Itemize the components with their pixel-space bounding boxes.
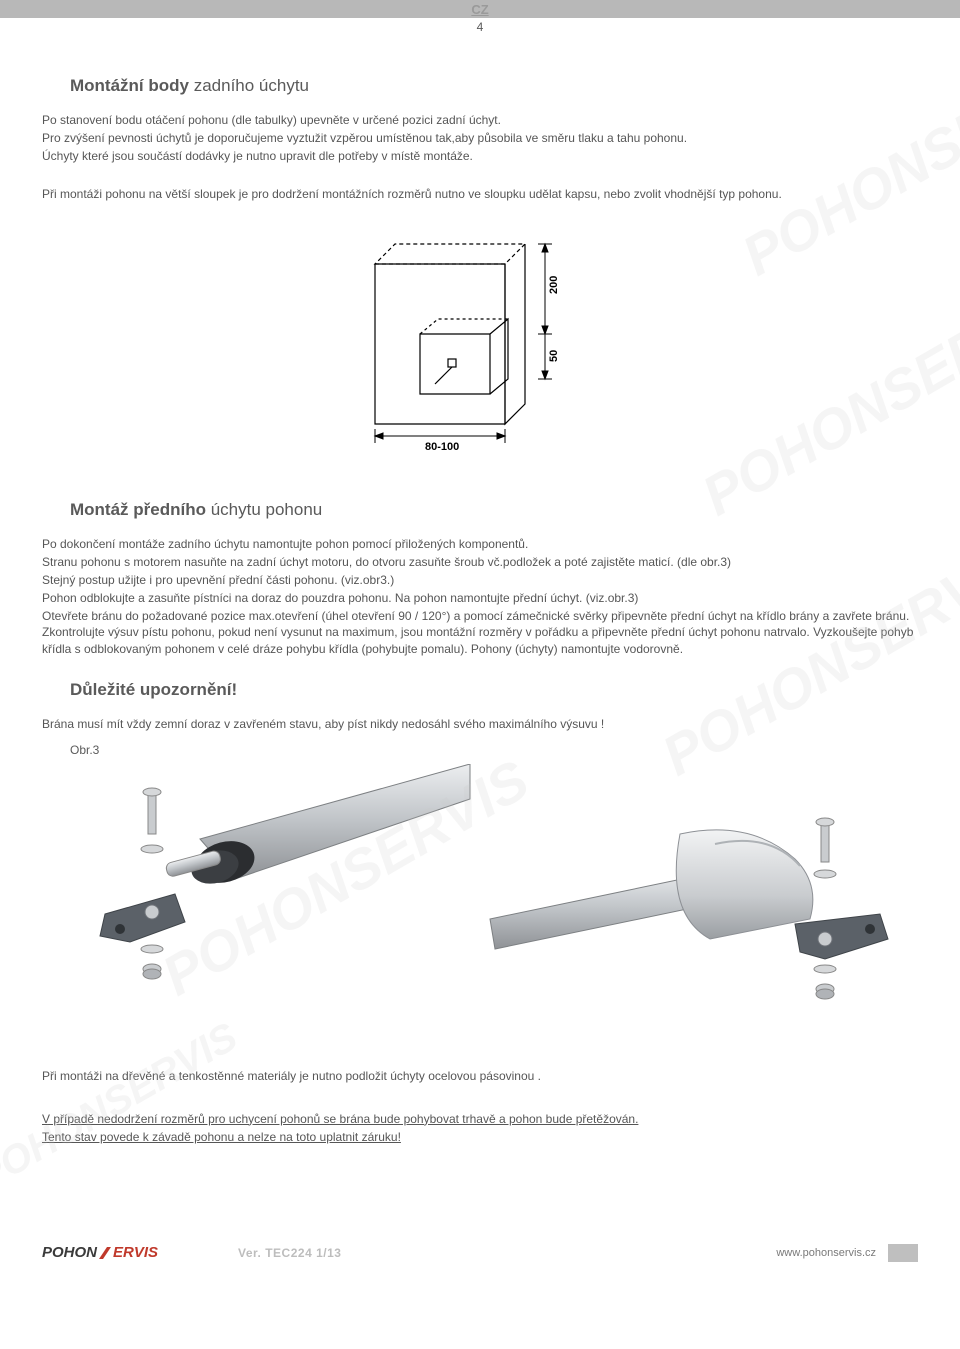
section3-title: Důležité upozornění! [70,679,918,702]
section2-title-bold: Montáž předního [70,500,206,519]
pillar-diagram: 80-100 200 50 [42,224,918,468]
section1-title-rest: zadního úchytu [189,76,309,95]
section2-p1: Po dokončení montáže zadního úchytu namo… [42,536,918,552]
warning-line2: Tento stav povede k závadě pohonu a nelz… [42,1129,918,1145]
section1-p4: Při montáži pohonu na větší sloupek je p… [42,186,918,202]
section2-p3: Stejný postup užijte i pro upevnění před… [42,572,918,588]
section1-block2: Při montáži pohonu na větší sloupek je p… [42,186,918,202]
logo-slash-icon [97,1245,113,1261]
section1-p3: Úchyty které jsou součástí dodávky je nu… [42,148,918,164]
section2-p5: Otevřete bránu do požadované pozice max.… [42,608,918,657]
actuator-figure [42,764,918,1028]
section3-p1: Brána musí mít vždy zemní doraz v zavřen… [42,716,918,732]
section2-block: Po dokončení montáže zadního úchytu namo… [42,536,918,657]
section1-title-bold: Montážní body [70,76,189,95]
header-page-number: 4 [0,19,960,35]
section2-p4: Pohon odblokujte a zasuňte pístníci na d… [42,590,918,606]
footer-version: Ver. TEC224 1/13 [238,1245,341,1261]
footer-square-icon [888,1244,918,1262]
section3-p2: Při montáži na dřevěné a tenkostěnné mat… [42,1068,918,1084]
pillar-diagram-svg: 80-100 200 50 [330,224,630,464]
footer-url: www.pohonservis.cz [776,1246,876,1261]
section1-p1: Po stanovení bodu otáčení pohonu (dle ta… [42,112,918,128]
figure-label: Obr.3 [70,742,918,758]
section2-title-rest: úchytu pohonu [206,500,322,519]
footer-logo-b: ERVIS [113,1243,158,1263]
footer-logo: POHON ERVIS [42,1243,158,1263]
section1-title: Montážní body zadního úchytu [70,75,918,98]
section2-p2: Stranu pohonu s motorem nasuňte na zadní… [42,554,918,570]
dim-bottom-label: 80-100 [425,441,459,453]
section2-title: Montáž předního úchytu pohonu [70,499,918,522]
page-footer: POHON ERVIS Ver. TEC224 1/13 www.pohonser… [0,1235,960,1281]
warning-line1: V případě nedodržení rozměrů pro uchycen… [42,1111,918,1127]
footer-logo-a: POHON [42,1243,97,1263]
dim-right-top: 200 [548,276,560,294]
section3-title-text: Důležité upozornění! [70,680,237,699]
actuator-svg [50,764,910,1024]
section1-block1: Po stanovení bodu otáčení pohonu (dle ta… [42,112,918,165]
dim-right-bottom: 50 [548,350,560,362]
page-content: Montážní body zadního úchytu Po stanoven… [0,75,960,1235]
section1-p2: Pro zvýšení pevnosti úchytů je doporučuj… [42,130,918,146]
header-lang: CZ [0,0,960,19]
